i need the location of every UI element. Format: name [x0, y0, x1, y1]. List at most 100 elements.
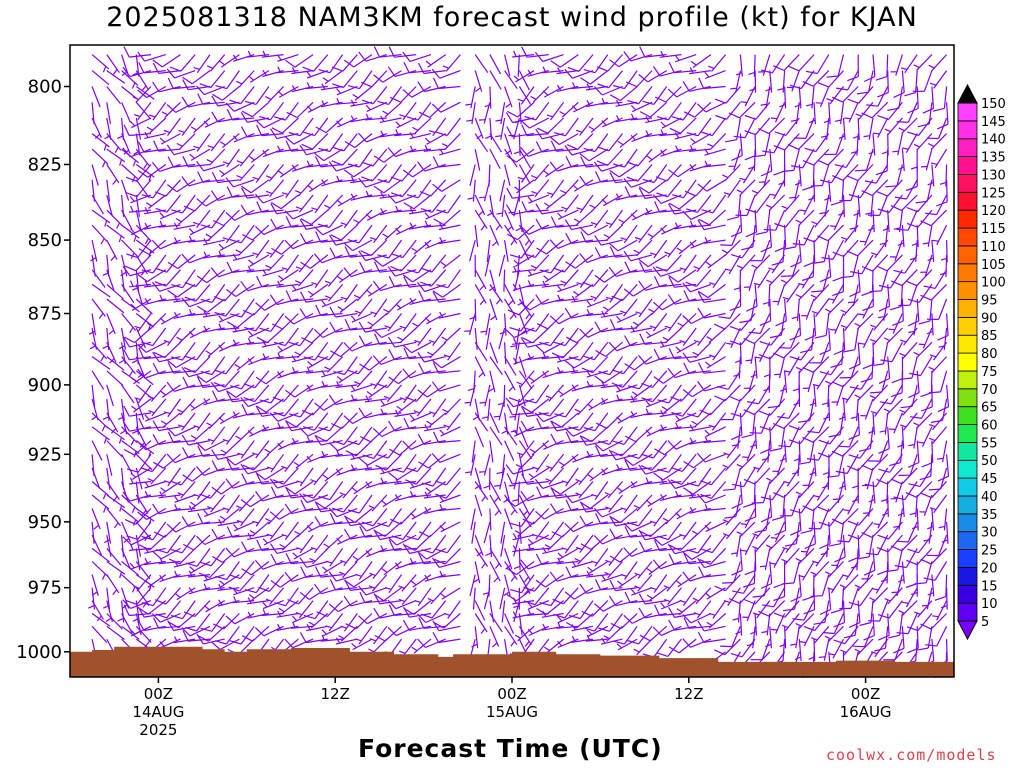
wind-barb — [232, 411, 255, 419]
wind-barb — [571, 560, 594, 569]
wind-barb — [863, 54, 876, 83]
wind-barb — [513, 133, 521, 156]
wind-barb — [229, 625, 255, 645]
wind-barb — [374, 625, 402, 642]
wind-barb — [230, 298, 255, 318]
colorbar-cell — [957, 406, 978, 426]
credit-link[interactable]: coolwx.com/models — [826, 746, 997, 764]
wind-barb — [750, 638, 771, 661]
wind-barb — [353, 284, 373, 302]
colorbar-cell — [957, 281, 978, 300]
wind-barb — [626, 148, 653, 167]
wind-barb — [418, 453, 447, 469]
wind-barb — [723, 467, 741, 491]
wind-barb — [831, 384, 845, 406]
wind-barb — [402, 51, 432, 62]
wind-barb — [303, 117, 329, 137]
wind-barb — [343, 574, 373, 588]
wind-barb — [217, 250, 240, 258]
wind-barb — [828, 412, 845, 438]
wind-barb — [870, 398, 889, 417]
wind-barb — [839, 179, 859, 202]
wind-barb — [543, 638, 564, 654]
wind-barb — [103, 521, 112, 544]
wind-barb — [121, 494, 139, 514]
wind-barb — [144, 412, 167, 422]
wind-barb — [595, 341, 623, 357]
wind-barb — [240, 541, 269, 553]
wind-barb — [872, 574, 889, 594]
wind-barb — [517, 54, 520, 77]
wind-barb — [389, 508, 417, 525]
wind-barb — [837, 521, 859, 543]
wind-barb — [725, 117, 741, 143]
wind-barb — [196, 534, 225, 546]
wind-barb — [553, 327, 579, 347]
wind-barb — [689, 424, 712, 432]
wind-barb — [310, 467, 329, 486]
wind-barb — [585, 570, 608, 578]
wind-barb — [474, 600, 486, 621]
wind-barb — [203, 398, 225, 406]
wind-barb — [506, 473, 535, 485]
wind-barb — [619, 298, 638, 317]
wind-barb — [181, 96, 211, 108]
wind-barb — [587, 467, 609, 482]
wind-barb — [489, 613, 503, 633]
wind-barb — [189, 560, 211, 574]
wind-barb — [91, 547, 110, 563]
wind-barb — [652, 559, 682, 570]
wind-barb — [433, 209, 461, 226]
wind-barb — [517, 440, 535, 459]
wind-barb — [311, 194, 329, 214]
wind-barb — [389, 440, 417, 456]
wind-barb — [660, 117, 682, 129]
wind-barb — [303, 341, 329, 361]
wind-barb — [247, 597, 269, 605]
wind-barb — [616, 480, 638, 495]
wind-barb — [370, 298, 388, 318]
wind-barb — [850, 254, 874, 275]
colorbar-label: 135 — [981, 151, 1006, 166]
wind-barb — [897, 225, 905, 248]
wind-barb — [904, 70, 918, 97]
wind-barb — [284, 239, 314, 250]
wind-barb — [320, 634, 343, 642]
wind-barb — [220, 440, 240, 457]
wind-barb — [102, 254, 110, 277]
wind-barb — [396, 398, 417, 413]
wind-barb — [532, 453, 550, 473]
wind-barb — [779, 440, 787, 463]
wind-barb — [583, 133, 609, 153]
colorbar-label: 105 — [981, 258, 1006, 273]
wind-barb — [197, 512, 225, 525]
wind-barb — [832, 481, 845, 504]
wind-barb — [166, 68, 196, 79]
wind-barb — [171, 194, 196, 214]
wind-barb — [930, 148, 948, 169]
wind-barb — [135, 625, 152, 643]
wind-barb — [913, 412, 933, 429]
wind-barb — [137, 440, 167, 451]
wind-barb — [731, 574, 756, 594]
wind-barb — [391, 239, 417, 259]
wind-barb — [497, 384, 506, 407]
wind-barb — [875, 54, 889, 81]
wind-barb — [377, 508, 402, 527]
wind-barb — [682, 312, 712, 325]
wind-barb — [750, 426, 758, 449]
wind-barb — [124, 254, 152, 272]
wind-barb — [667, 294, 697, 305]
wind-barb — [314, 494, 343, 509]
wind-barb — [883, 638, 903, 661]
wind-barb — [753, 269, 771, 289]
wind-barb — [255, 405, 284, 417]
wind-barb — [668, 194, 697, 210]
wind-barb — [802, 426, 830, 443]
wind-barb — [343, 164, 373, 178]
wind-barb — [932, 600, 948, 621]
colorbar-cell — [957, 173, 978, 193]
wind-barb — [225, 101, 255, 112]
wind-barb — [750, 356, 758, 379]
wind-barb — [146, 117, 167, 134]
